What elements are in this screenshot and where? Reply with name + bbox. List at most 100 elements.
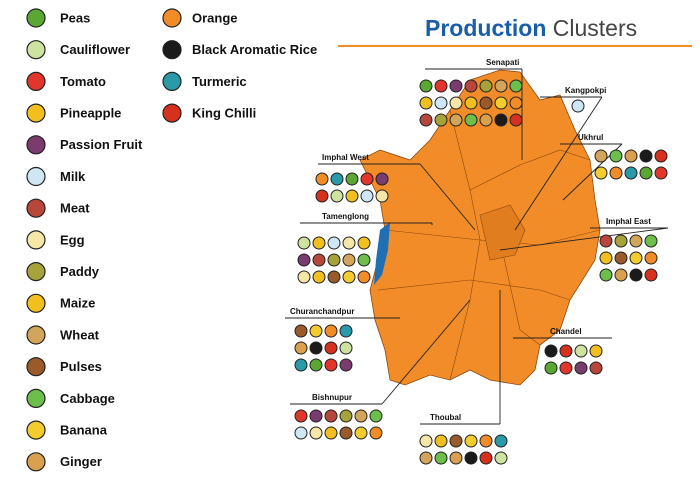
product-icon xyxy=(327,270,341,284)
product-icon xyxy=(360,189,374,203)
legend-icon xyxy=(26,71,46,92)
product-icon xyxy=(624,149,638,163)
product-icon xyxy=(644,251,658,265)
product-icon xyxy=(342,253,356,267)
product-icon xyxy=(629,251,643,265)
product-icon xyxy=(297,236,311,250)
legend-label: Cabbage xyxy=(60,391,115,406)
district-label: Kangpokpi xyxy=(565,86,606,95)
product-icon xyxy=(544,344,558,358)
district-label: Chandel xyxy=(550,327,582,336)
legend-label: Egg xyxy=(60,232,85,247)
lake xyxy=(374,222,390,285)
district-label: Thoubal xyxy=(430,413,461,422)
product-icon xyxy=(614,268,628,282)
product-icon xyxy=(449,434,463,448)
legend-label: Milk xyxy=(60,169,86,184)
product-icon xyxy=(315,189,329,203)
product-icon xyxy=(339,426,353,440)
product-icon xyxy=(339,409,353,423)
legend-icon xyxy=(26,325,46,345)
product-icon xyxy=(294,426,308,440)
product-icon xyxy=(354,426,368,440)
product-icon xyxy=(494,434,508,448)
product-icon xyxy=(419,79,433,93)
product-icon xyxy=(644,234,658,248)
district-label: Ukhrul xyxy=(578,133,603,142)
product-icon xyxy=(294,358,308,372)
product-icon xyxy=(324,426,338,440)
product-icon xyxy=(449,451,463,465)
product-icon xyxy=(309,341,323,355)
legend-label: King Chilli xyxy=(192,106,256,121)
district-label: Senapati xyxy=(486,58,519,67)
product-icon xyxy=(614,234,628,248)
product-icon xyxy=(629,268,643,282)
legend-icon xyxy=(26,8,46,28)
legend-icon xyxy=(162,71,182,92)
product-icon xyxy=(434,96,448,110)
state-map xyxy=(359,69,601,386)
product-icon xyxy=(312,253,326,267)
product-icon xyxy=(354,409,368,423)
legend-icon xyxy=(26,388,46,408)
product-icon xyxy=(464,434,478,448)
product-icon xyxy=(434,451,448,465)
district-label: Imphal West xyxy=(322,153,369,162)
product-icon xyxy=(449,96,463,110)
product-icon xyxy=(574,344,588,358)
district-borders xyxy=(377,109,601,381)
product-icon xyxy=(639,166,653,180)
product-icon xyxy=(509,113,523,127)
legend-icon xyxy=(26,357,46,377)
product-icon xyxy=(294,409,308,423)
product-icon xyxy=(357,253,371,267)
product-icon xyxy=(639,149,653,163)
district-label: Tamenglong xyxy=(322,212,369,221)
product-icon xyxy=(312,270,326,284)
title-rest: Clusters xyxy=(553,15,637,41)
legend-label: Banana xyxy=(60,423,108,438)
legend-icon xyxy=(26,135,46,155)
product-icon xyxy=(644,268,658,282)
product-icon xyxy=(339,358,353,372)
legend-icon xyxy=(162,8,182,28)
legend-icon xyxy=(26,230,46,250)
product-icon xyxy=(494,451,508,465)
product-icon xyxy=(559,344,573,358)
page-title: Production Clusters xyxy=(425,15,637,41)
leader-line xyxy=(419,163,476,231)
product-icon xyxy=(345,189,359,203)
legend-icon xyxy=(26,452,46,472)
product-icon xyxy=(324,341,338,355)
product-icon xyxy=(312,236,326,250)
product-icon xyxy=(479,79,493,93)
product-icon xyxy=(369,409,383,423)
product-icon xyxy=(309,409,323,423)
product-icon xyxy=(614,251,628,265)
product-icon xyxy=(419,434,433,448)
legend-label: Orange xyxy=(192,10,238,25)
product-icon xyxy=(654,166,668,180)
product-icon xyxy=(309,324,323,338)
legend-label: Meat xyxy=(60,201,90,216)
product-icon xyxy=(324,358,338,372)
product-icon xyxy=(360,172,374,186)
product-icon xyxy=(342,270,356,284)
product-icon xyxy=(589,361,603,375)
product-icon xyxy=(375,172,389,186)
legend-icon xyxy=(26,293,46,313)
product-icon xyxy=(464,79,478,93)
legend-icon xyxy=(26,198,46,218)
product-icon xyxy=(449,79,463,93)
product-icon xyxy=(419,113,433,127)
product-icon xyxy=(594,149,608,163)
product-icon xyxy=(494,96,508,110)
leader-line xyxy=(499,227,669,251)
product-icon xyxy=(624,166,638,180)
legend-icon xyxy=(162,40,182,60)
product-icon xyxy=(559,361,573,375)
product-icon xyxy=(327,253,341,267)
legend-icon xyxy=(26,420,46,440)
product-icon xyxy=(629,234,643,248)
